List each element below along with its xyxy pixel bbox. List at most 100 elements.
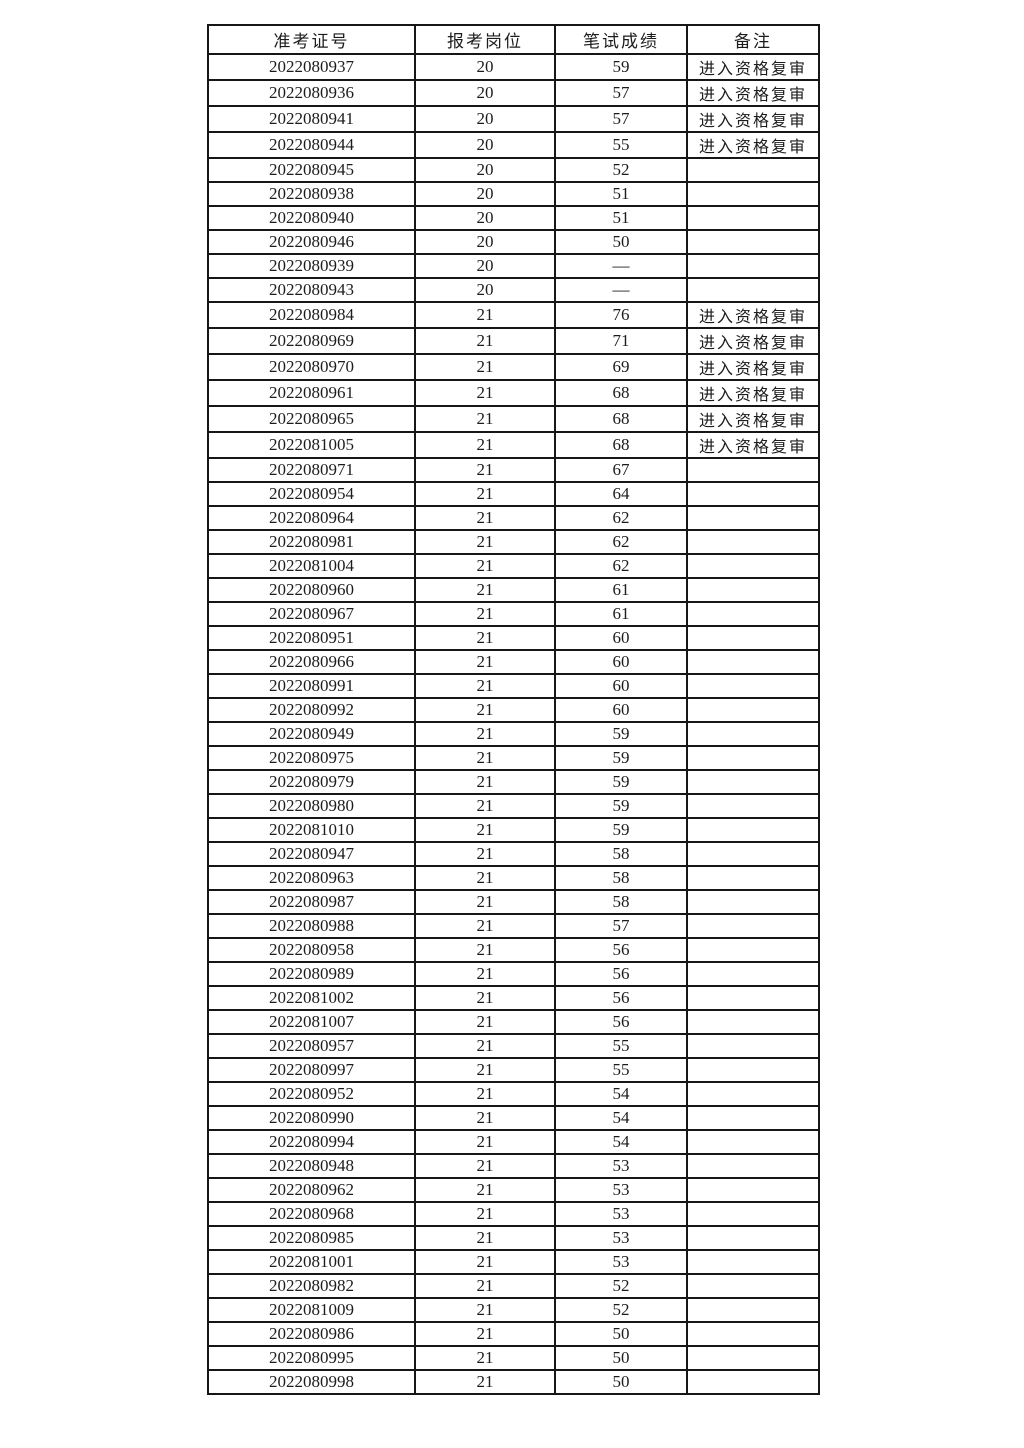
cell-remark: [686, 1297, 820, 1323]
table-row: 2022080998 21 50: [207, 1369, 820, 1395]
cell-written-score: 61: [554, 601, 688, 627]
cell-remark: [686, 721, 820, 747]
cell-position: 21: [414, 841, 556, 867]
cell-position: 21: [414, 1225, 556, 1251]
cell-remark: [686, 1249, 820, 1275]
cell-remark: [686, 937, 820, 963]
cell-written-score: 58: [554, 889, 688, 915]
cell-remark: [686, 1225, 820, 1251]
cell-remark: [686, 157, 820, 183]
cell-written-score: 59: [554, 793, 688, 819]
cell-written-score: 58: [554, 865, 688, 891]
cell-position: 20: [414, 157, 556, 183]
cell-remark: [686, 577, 820, 603]
cell-remark: [686, 961, 820, 987]
cell-written-score: 59: [554, 817, 688, 843]
cell-written-score: 56: [554, 937, 688, 963]
cell-written-score: 50: [554, 1321, 688, 1347]
cell-remark: [686, 889, 820, 915]
cell-written-score: 56: [554, 961, 688, 987]
cell-written-score: 68: [554, 431, 688, 459]
table-row: 2022080952 21 54: [207, 1081, 820, 1107]
cell-written-score: 68: [554, 379, 688, 407]
scores-table: 准考证号 报考岗位 笔试成绩 备注 2022080937 20 59 进入资格复审 20…: [207, 24, 820, 1395]
cell-written-score: 53: [554, 1201, 688, 1227]
cell-admission-number: 2022080951: [207, 625, 416, 651]
cell-remark: 进入资格复审: [686, 431, 820, 459]
cell-remark: [686, 253, 820, 279]
cell-position: 21: [414, 553, 556, 579]
table-row: 2022080989 21 56: [207, 961, 820, 987]
table-row: 2022080995 21 50: [207, 1345, 820, 1371]
column-header-position: 报考岗位: [414, 24, 556, 55]
cell-position: 21: [414, 1345, 556, 1371]
cell-admission-number: 2022080938: [207, 181, 416, 207]
cell-remark: [686, 625, 820, 651]
cell-remark: 进入资格复审: [686, 405, 820, 433]
cell-admission-number: 2022080985: [207, 1225, 416, 1251]
cell-admission-number: 2022080957: [207, 1033, 416, 1059]
cell-remark: 进入资格复审: [686, 53, 820, 81]
cell-position: 21: [414, 1153, 556, 1179]
cell-admission-number: 2022080946: [207, 229, 416, 255]
cell-remark: 进入资格复审: [686, 327, 820, 355]
table-row: 2022080962 21 53: [207, 1177, 820, 1203]
table-row: 2022080969 21 71 进入资格复审: [207, 327, 820, 355]
table-row: 2022081001 21 53: [207, 1249, 820, 1275]
cell-written-score: 59: [554, 769, 688, 795]
cell-position: 21: [414, 937, 556, 963]
cell-position: 21: [414, 889, 556, 915]
cell-remark: [686, 229, 820, 255]
cell-remark: 进入资格复审: [686, 353, 820, 381]
cell-position: 20: [414, 105, 556, 133]
table-row: 2022080987 21 58: [207, 889, 820, 915]
cell-admission-number: 2022081001: [207, 1249, 416, 1275]
cell-written-score: 50: [554, 1345, 688, 1371]
cell-position: 21: [414, 577, 556, 603]
cell-remark: [686, 841, 820, 867]
table-row: 2022081002 21 56: [207, 985, 820, 1011]
cell-remark: [686, 601, 820, 627]
cell-written-score: 53: [554, 1153, 688, 1179]
table-row: 2022080985 21 53: [207, 1225, 820, 1251]
table-row: 2022081005 21 68 进入资格复审: [207, 431, 820, 459]
cell-admission-number: 2022080944: [207, 131, 416, 159]
cell-admission-number: 2022080949: [207, 721, 416, 747]
cell-remark: [686, 1129, 820, 1155]
cell-admission-number: 2022080967: [207, 601, 416, 627]
cell-admission-number: 2022080947: [207, 841, 416, 867]
cell-admission-number: 2022081009: [207, 1297, 416, 1323]
cell-admission-number: 2022080995: [207, 1345, 416, 1371]
cell-remark: [686, 529, 820, 555]
header-row: 准考证号 报考岗位 笔试成绩 备注: [207, 24, 820, 55]
cell-written-score: 52: [554, 1297, 688, 1323]
cell-remark: 进入资格复审: [686, 379, 820, 407]
cell-admission-number: 2022081002: [207, 985, 416, 1011]
cell-written-score: 57: [554, 79, 688, 107]
cell-position: 21: [414, 1273, 556, 1299]
cell-admission-number: 2022080943: [207, 277, 416, 303]
cell-remark: [686, 457, 820, 483]
cell-written-score: 59: [554, 721, 688, 747]
cell-written-score: 55: [554, 131, 688, 159]
cell-written-score: 76: [554, 301, 688, 329]
cell-admission-number: 2022080975: [207, 745, 416, 771]
cell-admission-number: 2022080963: [207, 865, 416, 891]
cell-position: 20: [414, 131, 556, 159]
cell-remark: [686, 1321, 820, 1347]
cell-written-score: 60: [554, 649, 688, 675]
cell-position: 21: [414, 481, 556, 507]
cell-written-score: 57: [554, 913, 688, 939]
cell-position: 21: [414, 1129, 556, 1155]
table-row: 2022080963 21 58: [207, 865, 820, 891]
table-row: 2022080991 21 60: [207, 673, 820, 699]
cell-position: 21: [414, 625, 556, 651]
cell-remark: [686, 697, 820, 723]
cell-admission-number: 2022080937: [207, 53, 416, 81]
table-row: 2022080941 20 57 进入资格复审: [207, 105, 820, 133]
table-row: 2022080988 21 57: [207, 913, 820, 939]
cell-position: 21: [414, 1201, 556, 1227]
cell-position: 21: [414, 793, 556, 819]
cell-remark: [686, 553, 820, 579]
table-row: 2022080949 21 59: [207, 721, 820, 747]
